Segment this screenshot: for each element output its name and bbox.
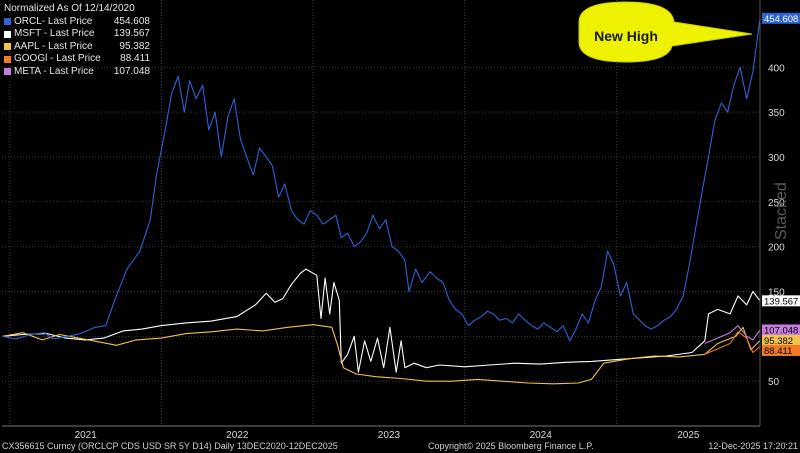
legend-value-meta: 107.048 xyxy=(113,65,150,77)
last-value-tag-text-0: 454.608 xyxy=(764,14,798,25)
last-value-tag-3: 88.411 xyxy=(762,344,800,357)
last-value-tag-bg-0 xyxy=(762,12,800,24)
legend-swatch-aapl xyxy=(4,43,11,51)
callout-bubble xyxy=(578,1,753,63)
y-tick-label-50: 50 xyxy=(768,377,780,388)
y-tick-label-150: 150 xyxy=(768,287,785,298)
chart-legend: Normalized As Of 12/14/2020 ORCL- Last P… xyxy=(4,3,150,78)
series-line-1 xyxy=(2,268,761,373)
y-tick-label-400: 400 xyxy=(768,63,785,74)
y-tick-label-250: 250 xyxy=(768,198,785,209)
x-axis: 2021 2022 2023 2024 2025 xyxy=(2,0,761,441)
x-tick-label-2024: 2024 xyxy=(530,430,553,441)
y-tick-label-300: 300 xyxy=(768,153,785,164)
y-tick-label-200: 200 xyxy=(768,243,785,254)
legend-name-aapl: AAPL - Last Price xyxy=(14,40,93,52)
last-value-tag-1: 139.567 xyxy=(762,295,800,307)
legend-value-orcl: 454.608 xyxy=(113,15,150,27)
last-value-tag-text-4: 107.048 xyxy=(764,325,798,336)
legend-value-googl: 88.411 xyxy=(120,53,150,64)
chart-series-layer xyxy=(2,18,761,385)
series-line-0 xyxy=(2,18,761,342)
last-value-tag-text-1: 139.567 xyxy=(764,296,798,307)
last-value-tag-text-2: 95.382 xyxy=(764,336,793,347)
legend-value-msft: 139.567 xyxy=(113,28,150,39)
legend-name-googl: GOOGl - Last Price xyxy=(14,53,101,64)
x-tick-label-2025: 2025 xyxy=(677,430,700,441)
chart-title: Normalized As Of 12/14/2020 xyxy=(4,3,135,14)
legend-entry-orcl: ORCL- Last Price 454.608 xyxy=(4,16,150,29)
y-tick-label-350: 350 xyxy=(768,108,785,119)
last-value-tag-2: 95.382 xyxy=(762,334,800,347)
footer-copyright: Copyright© 2025 Bloomberg Finance L.P. xyxy=(428,441,594,451)
series-line-2 xyxy=(2,324,761,385)
legend-entry-meta: META - Last Price 107.048 xyxy=(4,66,150,79)
legend-name-orcl: ORCL- Last Price xyxy=(14,15,93,27)
legend-entry-googl: GOOGl - Last Price 88.411 xyxy=(4,53,150,66)
callout-text: New High xyxy=(594,28,658,44)
legend-name-meta: META - Last Price xyxy=(14,65,94,77)
legend-swatch-meta xyxy=(4,68,11,76)
last-value-tag-bg-1 xyxy=(762,295,800,307)
footer-ticker: CX356615 Curncy (ORCLCP CDS USD SR 5Y D1… xyxy=(2,441,338,451)
footer-timestamp: 12-Dec-2025 17:20:21 xyxy=(708,441,798,451)
last-value-tag-4: 107.048 xyxy=(762,324,800,336)
legend-swatch-googl xyxy=(4,55,11,63)
x-tick-label-2022: 2022 xyxy=(226,430,249,441)
last-value-tag-0: 454.608 xyxy=(762,12,800,25)
x-tick-label-2023: 2023 xyxy=(378,430,401,441)
last-value-tag-bg-2 xyxy=(762,334,800,346)
stacked-watermark: Stacked xyxy=(773,182,790,240)
chart-grid xyxy=(2,0,760,426)
series-line-4 xyxy=(704,325,761,345)
legend-entry-aapl: AAPL - Last Price 95.382 xyxy=(4,41,150,54)
legend-entry-msft: MSFT - Last Price 139.567 xyxy=(4,28,150,41)
legend-swatch-msft xyxy=(4,30,11,38)
last-value-tag-bg-3 xyxy=(762,344,800,356)
new-high-callout: New High xyxy=(578,1,753,63)
legend-swatch-orcl xyxy=(4,18,11,26)
chart-footer: CX356615 Curncy (ORCLCP CDS USD SR 5Y D1… xyxy=(0,440,800,453)
last-value-tag-text-3: 88.411 xyxy=(764,346,792,357)
last-value-tag-bg-4 xyxy=(762,324,800,336)
legend-title-row: Normalized As Of 12/14/2020 xyxy=(4,3,150,16)
legend-value-aapl: 95.382 xyxy=(119,40,150,52)
legend-name-msft: MSFT - Last Price xyxy=(14,28,95,39)
x-tick-label-2021: 2021 xyxy=(75,430,98,441)
series-line-3 xyxy=(704,331,761,355)
